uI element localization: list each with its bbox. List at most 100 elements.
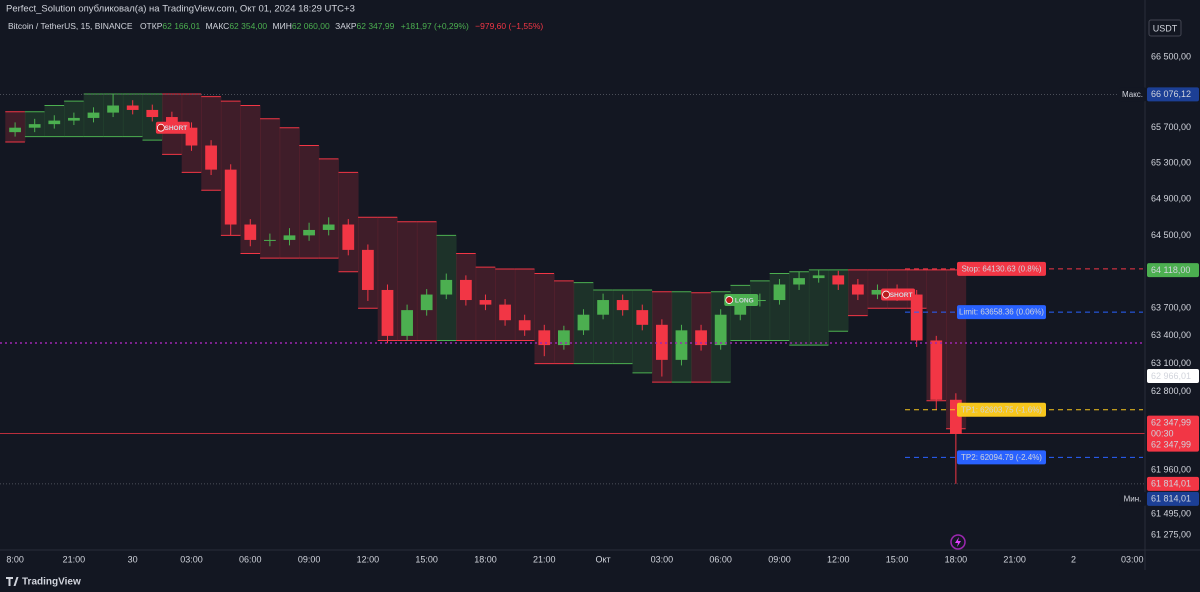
change-total: −979,60 (−1,55%) xyxy=(475,21,543,31)
x-tick-label: 12:00 xyxy=(827,554,850,564)
candle-body xyxy=(557,330,570,346)
channel-zone xyxy=(122,94,143,137)
candle-body xyxy=(773,284,786,301)
y-tick-label: 61 495,00 xyxy=(1151,508,1191,518)
order-label: Limit: 63658.36 (0.06%) xyxy=(959,308,1044,317)
y-tick-label: 66 500,00 xyxy=(1151,51,1191,61)
channel-zone xyxy=(750,280,771,341)
order-label: Stop: 64130.63 (0.8%) xyxy=(961,265,1041,274)
candle-body xyxy=(87,112,100,118)
signal-box xyxy=(155,121,190,134)
y-tick-label: 64 500,00 xyxy=(1151,230,1191,240)
candle-body xyxy=(205,145,217,170)
footer-brand[interactable]: TradingView xyxy=(22,577,81,588)
signal: LONG xyxy=(724,294,759,307)
candle-body xyxy=(499,304,511,321)
price-badge-label: 62 966,01 xyxy=(1151,371,1191,381)
signal: SHORT xyxy=(881,288,916,301)
candle-body xyxy=(812,275,825,279)
ohlc-name: МИН xyxy=(273,21,292,31)
candle-body xyxy=(401,310,413,336)
price-badge xyxy=(1147,476,1199,491)
candle-body xyxy=(479,300,492,305)
candle-body xyxy=(48,120,61,125)
symbol: Bitcoin / TetherUS, 15, BINANCE xyxy=(8,21,133,31)
candle-body xyxy=(910,294,923,341)
change: +181,97 (+0,29%) xyxy=(401,21,469,31)
candle-body xyxy=(224,169,237,225)
order-label: TP2: 62094.79 (-2.4%) xyxy=(961,453,1042,462)
candle-body xyxy=(342,224,355,250)
footer-logo[interactable] xyxy=(6,577,19,586)
price-badge xyxy=(1147,263,1199,278)
price-badge xyxy=(1147,368,1199,383)
ohlc-name: ОТКР xyxy=(140,21,163,31)
currency[interactable]: USDT xyxy=(1153,23,1178,33)
channel-zone xyxy=(279,127,300,259)
candle-body xyxy=(440,279,453,295)
channel-zone xyxy=(240,105,261,254)
x-tick-label: 30 xyxy=(128,554,138,564)
candle-body xyxy=(851,284,864,295)
y-tick-label: 61 275,00 xyxy=(1151,529,1191,539)
candle-body xyxy=(518,320,531,331)
caption-box xyxy=(1119,87,1146,102)
alert-circle[interactable] xyxy=(950,534,966,550)
x-tick-label: 15:00 xyxy=(415,554,438,564)
candle-body xyxy=(695,330,707,346)
ohlc-value: 62 354,00 xyxy=(229,21,267,31)
currency-box[interactable] xyxy=(1148,19,1182,37)
y-tick-label: 65 300,00 xyxy=(1151,158,1191,168)
signal-box xyxy=(724,294,759,307)
channel-zone xyxy=(789,271,810,346)
x-tick-label: 03:00 xyxy=(1121,554,1144,564)
candle-body xyxy=(68,117,80,121)
channel-zone xyxy=(808,269,829,346)
signal-label: LONG xyxy=(735,297,754,304)
logo-mark[interactable] xyxy=(6,577,19,586)
candle-body xyxy=(362,249,374,290)
candle-body xyxy=(28,124,41,128)
signal-label: SHORT xyxy=(165,125,188,132)
price-badge-label: 62 347,99 xyxy=(1151,417,1191,427)
plot: SHORT LONG SHORT Stop: 64130.63 (0.8%) Limit… xyxy=(0,93,1145,485)
order-box xyxy=(957,402,1046,417)
candle-body xyxy=(753,300,766,302)
candle-body xyxy=(381,289,394,336)
candle-body xyxy=(734,300,747,315)
symbol-line: Bitcoin / TetherUS, 15, BINANCE ОТКР62 1… xyxy=(8,21,543,31)
signal: SHORT xyxy=(155,121,190,134)
ohlc-name: МАКС xyxy=(206,21,230,31)
x-tick-label: Окт xyxy=(595,554,610,564)
candle-body xyxy=(303,229,315,236)
channel-zone xyxy=(260,118,281,259)
order-box xyxy=(957,261,1046,276)
x-tick-label: 03:00 xyxy=(180,554,203,564)
signal-dot xyxy=(882,290,890,299)
candle-body xyxy=(459,279,472,301)
candle-body xyxy=(930,340,943,400)
channel-zone xyxy=(554,280,575,364)
candle-body xyxy=(636,310,649,325)
channel-zone xyxy=(416,221,437,341)
x-tick-label: 15:00 xyxy=(886,554,909,564)
x-tick-label: 03:00 xyxy=(651,554,674,564)
alert-bolt[interactable] xyxy=(955,537,961,547)
y-tick-label: 63 400,00 xyxy=(1151,330,1191,340)
y-tick-label: 63 700,00 xyxy=(1151,303,1191,313)
price-badge xyxy=(1147,87,1199,102)
x-tick-label: 06:00 xyxy=(709,554,732,564)
candle-body xyxy=(714,314,727,346)
candle-body xyxy=(244,224,257,240)
price-badge-label: 00:30 xyxy=(1151,428,1174,438)
candle-body xyxy=(871,289,884,295)
channel-zone xyxy=(632,289,653,373)
candle-body xyxy=(949,399,962,434)
alert-icon[interactable] xyxy=(950,534,966,550)
candle-body xyxy=(420,294,433,311)
x-tick-label: 21:00 xyxy=(533,554,556,564)
x-tick-label: 18:00 xyxy=(474,554,497,564)
axes: 66 500,00 65 700,00 65 300,00 64 900,00 64 5… xyxy=(6,51,1199,564)
